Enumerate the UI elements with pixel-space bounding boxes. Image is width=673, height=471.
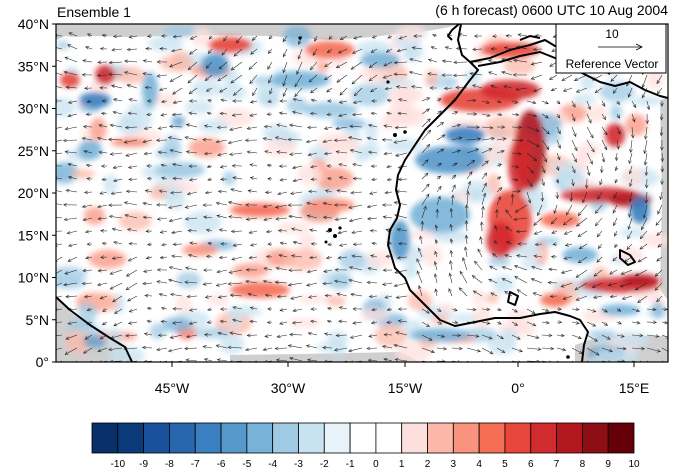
colorbar-label: -2 [320,459,329,470]
coast-med [477,51,668,99]
colorbar-swatch [375,422,403,454]
colorbar-label: -4 [268,459,277,470]
colorbar-swatch [427,422,454,454]
colorbar-swatch [581,422,609,454]
colorbar-label: -1 [346,459,355,470]
reference-vector-label: Reference Vector [566,57,659,71]
longitude-axis: 45°W 30°W 15°W 0° 15°E [155,362,649,396]
colorbar-label: -10 [111,459,126,470]
colorbar-swatch [272,422,299,454]
colorbar-label: 10 [628,459,640,470]
lat-tick-label: 30°N [18,101,49,117]
islands [298,36,570,359]
colorbar-swatch [504,422,532,454]
lat-tick-label: 15°N [18,227,49,243]
coast-iberia [447,24,460,41]
forecast-time-title: (6 h forecast) 0600 UTC 10 Aug 2004 [435,2,668,18]
colorbar-label: -8 [165,459,174,470]
colorbar-swatch [143,422,170,454]
colorbar-label: -6 [217,459,226,470]
colorbar-label: 3 [451,459,457,470]
lon-tick-label: 0° [511,380,524,396]
colorbar-label: 0 [373,459,379,470]
latitude-axis: 40°N 35°N 30°N 25°N 20°N 15°N 10°N 5°N 0° [18,16,56,370]
colorbar-swatch [323,422,351,454]
ensemble-title: Ensemble 1 [57,4,131,20]
reference-vector-legend: 10 Reference Vector [555,24,667,74]
map-panel: 10 Reference Vector [56,24,668,362]
colorbar-swatch [91,422,119,454]
anomaly-shading [56,24,668,362]
lat-tick-label: 25°N [18,143,49,159]
colorbar-swatch [401,422,428,454]
colorbar-swatch [556,422,583,454]
lon-tick-label: 15°E [619,380,650,396]
colorbar-label: 5 [502,459,508,470]
colorbar-label: -7 [191,459,200,470]
reference-vector-magnitude: 10 [605,27,619,41]
colorbar-label: 2 [425,459,431,470]
lon-tick-label: 15°W [388,380,423,396]
lon-tick-label: 30°W [271,380,306,396]
colorbar-swatch [169,422,196,454]
lat-tick-label: 0° [36,354,49,370]
colorbar-swatch [194,422,222,454]
colorbar-swatch [530,422,557,454]
colorbar: -10 -9 -8 -7 -6 -5 -4 -3 -2 -1 0 1 2 3 4 5 6 7 8 9 10 [91,422,640,470]
colorbar-swatch [117,422,145,454]
colorbar-label: -5 [242,459,251,470]
colorbar-swatch [452,422,480,454]
colorbar-swatch [220,422,248,454]
lon-tick-label: 45°W [155,380,190,396]
coast-south-america [56,296,133,362]
colorbar-swatch [246,422,274,454]
land-mask-northwest [56,24,460,40]
coast-africa-west [387,24,589,362]
lat-tick-label: 10°N [18,270,49,286]
lat-tick-label: 35°N [18,58,49,74]
colorbar-label: -3 [294,459,303,470]
colorbar-swatch [298,422,325,454]
colorbar-label: -9 [139,459,148,470]
colorbar-swatch [478,422,506,454]
colorbar-label: 7 [554,459,560,470]
lat-tick-label: 20°N [18,185,49,201]
coast-north-italy [519,35,541,41]
colorbar-swatch [607,422,635,454]
colorbar-label: 8 [580,459,586,470]
lat-tick-label: 40°N [18,16,49,32]
wind-vector-field [56,32,668,362]
colorbar-swatch [349,422,377,454]
colorbar-label: 9 [605,459,611,470]
coast-gulf-guinea-island [507,291,519,306]
colorbar-label: 6 [528,459,534,470]
coast-lake-chad [619,249,636,266]
lat-tick-label: 5°N [26,312,50,328]
colorbar-label: 1 [399,459,405,470]
colorbar-label: 4 [476,459,482,470]
